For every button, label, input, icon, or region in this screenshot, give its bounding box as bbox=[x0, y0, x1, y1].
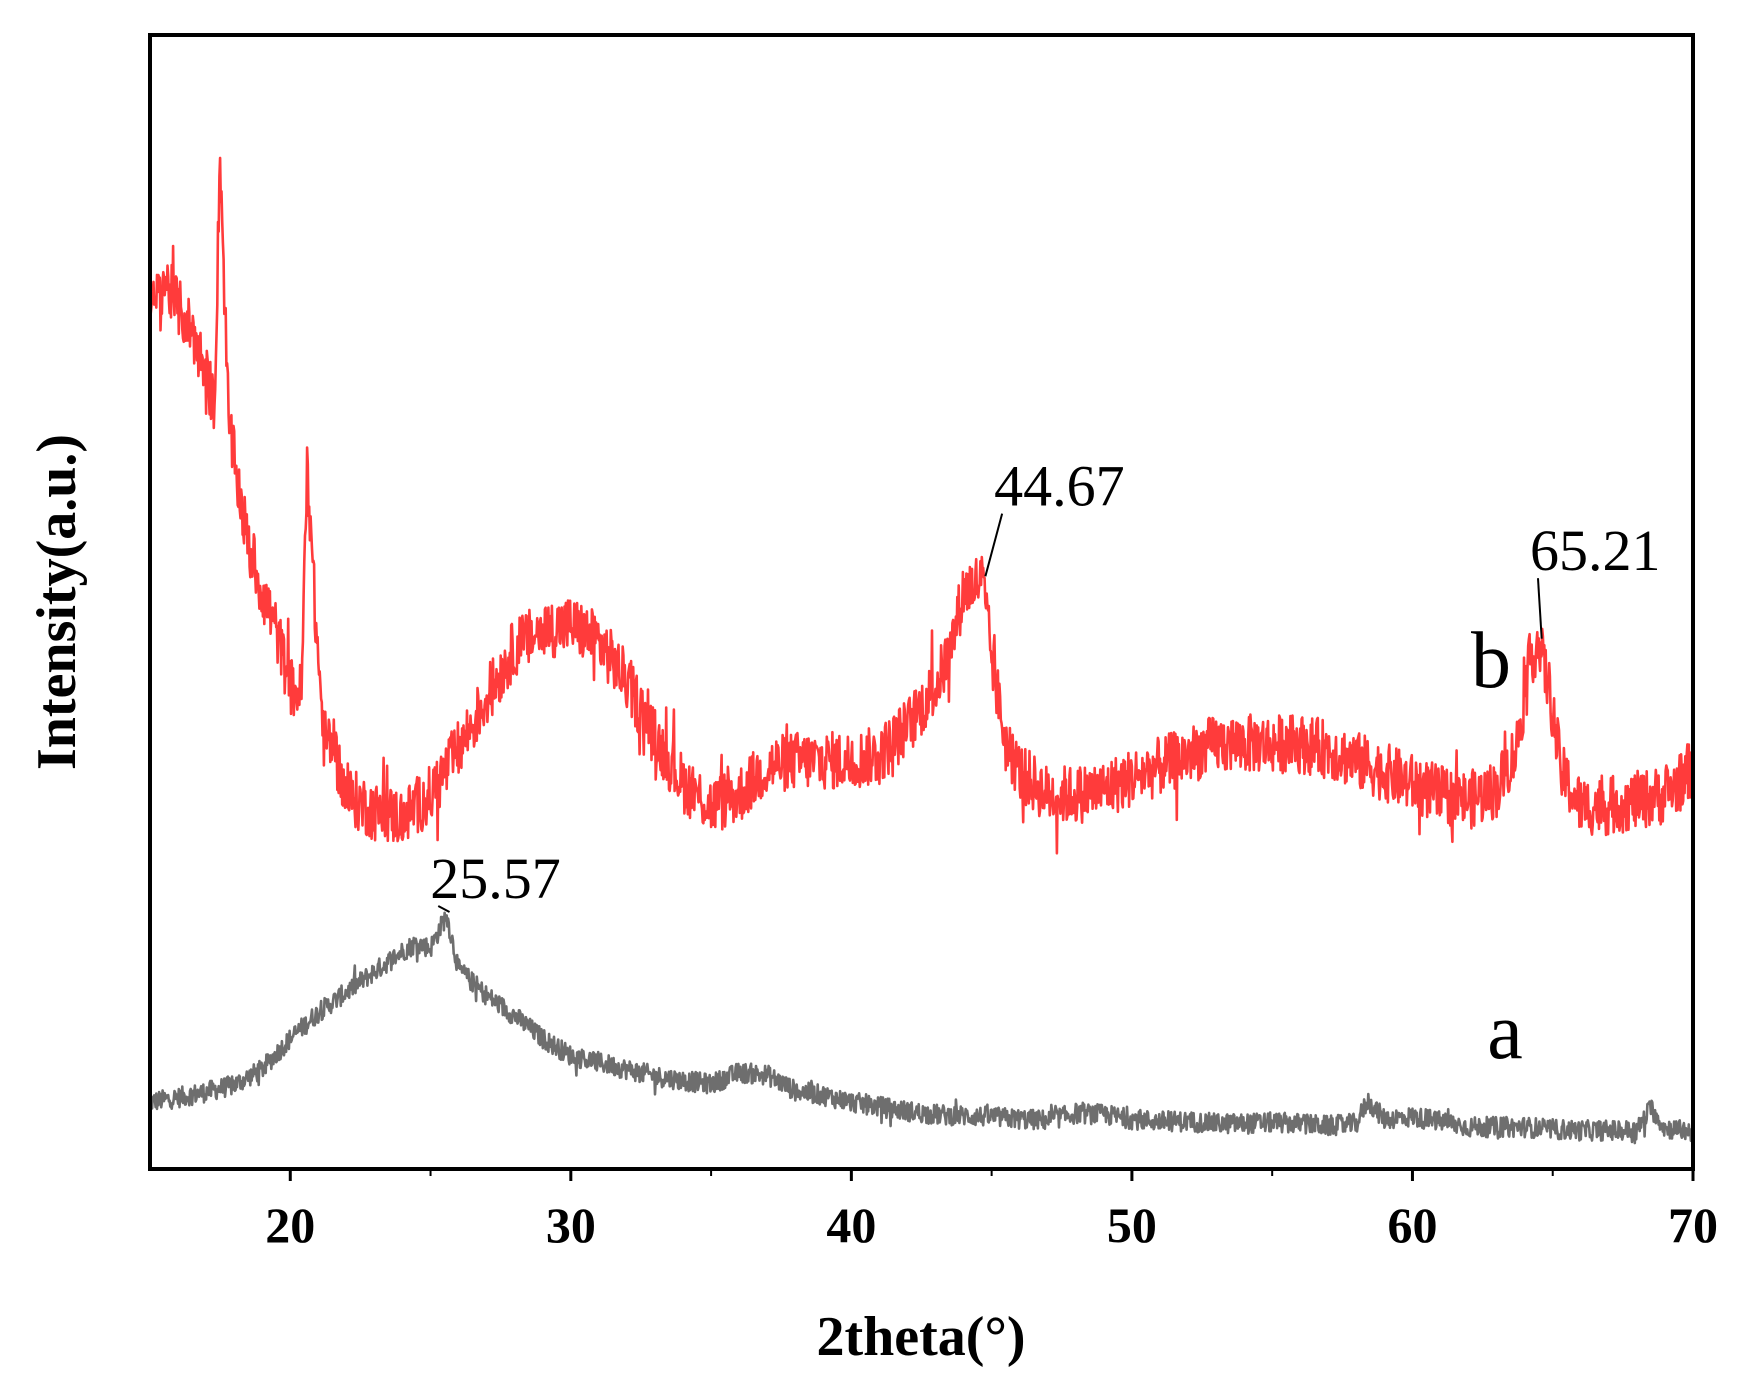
peak-annotation-label: 44.67 bbox=[994, 454, 1125, 519]
x-tick-label: 70 bbox=[1668, 1197, 1718, 1253]
series-a-line bbox=[150, 911, 1693, 1145]
x-tick-label: 20 bbox=[265, 1197, 315, 1253]
x-tick-label: 60 bbox=[1387, 1197, 1437, 1253]
x-tick-label: 40 bbox=[826, 1197, 876, 1253]
peak-annotation-label: 65.21 bbox=[1530, 518, 1661, 583]
x-axis-title: 2theta(°) bbox=[817, 1306, 1026, 1368]
x-tick-label: 30 bbox=[546, 1197, 596, 1253]
peak-leader-line bbox=[984, 513, 1004, 577]
peak-annotation-label: 25.57 bbox=[430, 846, 560, 911]
peak-leader-line bbox=[1536, 578, 1543, 639]
series-b-line bbox=[150, 156, 1693, 855]
plot-frame bbox=[148, 33, 1695, 1171]
curve-label-a: a bbox=[1487, 988, 1523, 1076]
curve-label-b: b bbox=[1471, 617, 1511, 705]
x-tick-label: 50 bbox=[1107, 1197, 1157, 1253]
peak-leader-line bbox=[437, 905, 451, 913]
y-axis-title: Intensity(a.u.) bbox=[26, 434, 88, 770]
